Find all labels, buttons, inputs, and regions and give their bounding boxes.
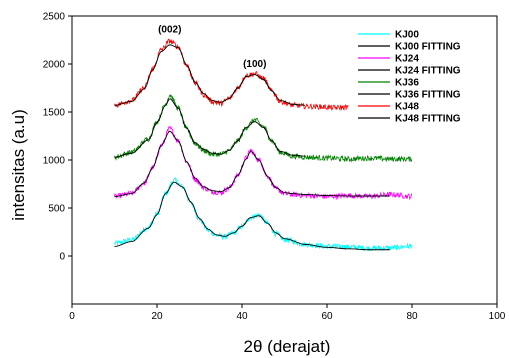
series-line-kj36-fitting xyxy=(114,98,305,158)
series-line-kj48-fitting xyxy=(114,44,305,106)
peak-annotation: (100) xyxy=(243,59,266,70)
plot-frame xyxy=(71,15,498,305)
plot-area xyxy=(114,38,413,252)
x-tick-label: 60 xyxy=(321,311,333,322)
y-tick-label: 2500 xyxy=(43,12,66,23)
annotations: (002) (100) xyxy=(158,24,266,70)
series-line-kj24-fitting xyxy=(114,131,390,197)
legend-label: KJ36 xyxy=(395,78,419,89)
series-line-kj48 xyxy=(114,38,349,112)
legend-label: KJ00 xyxy=(395,30,419,41)
x-tick-label: 80 xyxy=(406,311,418,322)
x-axis-title: 2θ (derajat) xyxy=(244,337,331,356)
y-tick-label: 1000 xyxy=(43,156,66,167)
x-tick-label: 20 xyxy=(151,311,163,322)
y-tick-label: 2000 xyxy=(43,60,66,71)
y-tick-label: 1500 xyxy=(43,108,66,119)
x-tick-label: 0 xyxy=(69,311,75,322)
legend-label: KJ36 FITTING xyxy=(395,90,461,101)
series-line-kj24 xyxy=(114,125,413,201)
series-line-kj00 xyxy=(114,176,413,252)
series-line-kj00-fitting xyxy=(114,181,390,251)
legend-label: KJ24 FITTING xyxy=(395,66,461,77)
legend-label: KJ24 xyxy=(395,54,419,65)
x-tick-label: 40 xyxy=(236,311,248,322)
y-tick-label: 0 xyxy=(59,252,65,263)
x-tick-label: 100 xyxy=(489,311,506,322)
y-tick-label: 500 xyxy=(48,204,65,215)
peak-annotation: (002) xyxy=(158,24,181,35)
legend-label: KJ48 xyxy=(395,102,419,113)
y-axis-title: intensitas (a.u) xyxy=(9,109,28,221)
series-line-kj36 xyxy=(114,94,413,163)
legend-label: KJ00 FITTING xyxy=(395,42,461,53)
legend-label: KJ48 FITTING xyxy=(395,114,461,125)
